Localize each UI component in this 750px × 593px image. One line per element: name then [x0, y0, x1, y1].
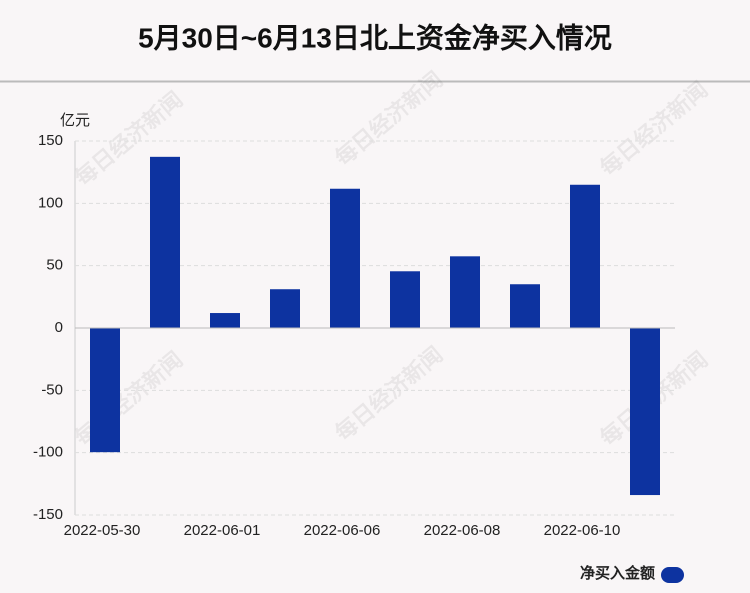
bar — [90, 328, 120, 453]
y-tick-label: 150 — [38, 132, 63, 149]
legend-label: 净买入金额 — [580, 564, 655, 582]
y-tick-label: -150 — [33, 506, 63, 523]
x-tick-label: 2022-06-10 — [544, 522, 621, 539]
chart-title: 5月30日~6月13日北上资金净买入情况 — [138, 21, 612, 53]
y-tick-label: -50 — [41, 381, 63, 398]
x-tick-label: 2022-06-01 — [184, 522, 261, 539]
y-tick-label: 100 — [38, 194, 63, 211]
y-axis-unit: 亿元 — [60, 112, 90, 129]
bar — [150, 156, 180, 328]
y-tick-label: -100 — [33, 444, 63, 461]
x-tick-label: 2022-06-06 — [304, 522, 381, 539]
bar — [570, 184, 600, 328]
bar — [390, 271, 420, 328]
x-tick-label: 2022-05-30 — [64, 522, 141, 539]
bar — [450, 256, 480, 328]
bar — [630, 328, 660, 496]
bar — [270, 289, 300, 328]
bar — [210, 313, 240, 328]
y-tick-label: 0 — [55, 319, 63, 336]
x-tick-label: 2022-06-08 — [424, 522, 501, 539]
legend-swatch — [661, 567, 684, 583]
bar — [330, 188, 360, 328]
y-tick-label: 50 — [46, 257, 63, 274]
bar — [510, 284, 540, 328]
